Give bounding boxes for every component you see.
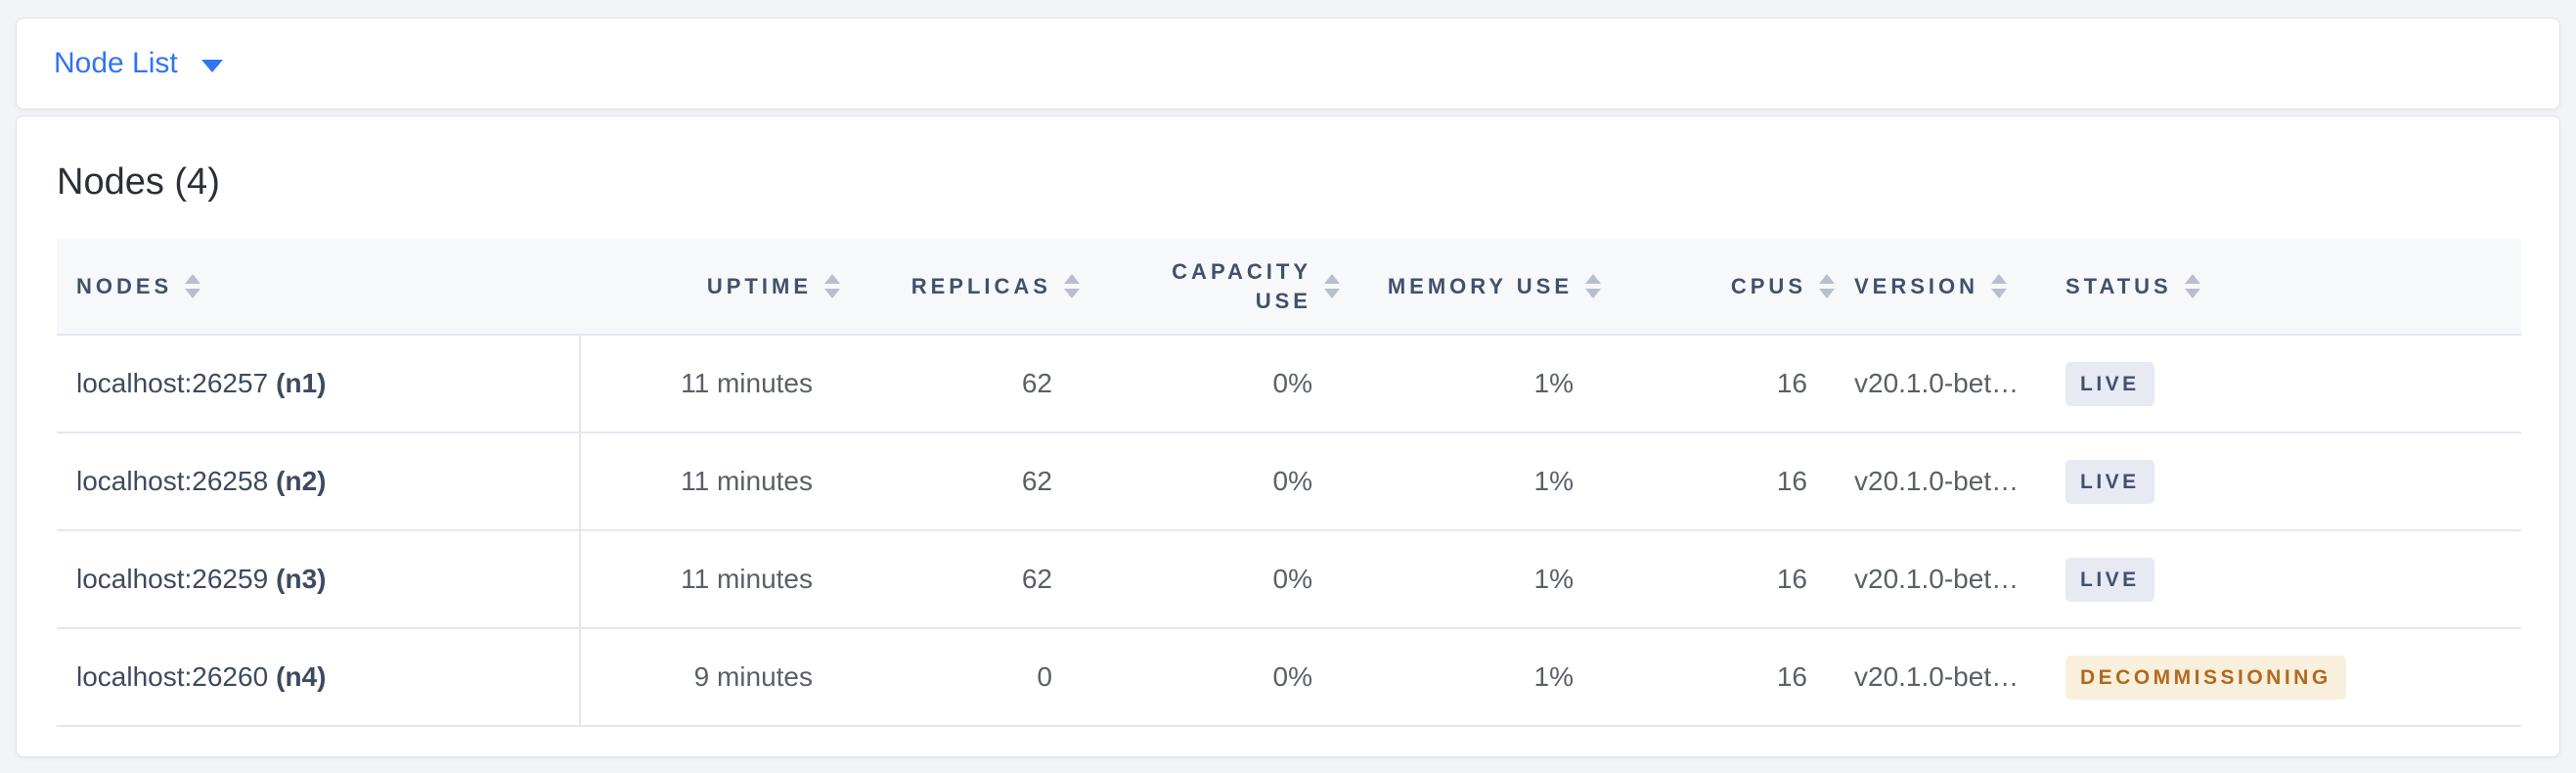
column-header-status[interactable]: STATUS [2046, 239, 2521, 335]
status-badge: LIVE [2065, 459, 2154, 504]
node-address-cell: localhost:26257 (n1) [57, 334, 581, 432]
column-header-cpus[interactable]: CPUS [1601, 239, 1835, 335]
memory-use-cell: 1% [1340, 334, 1601, 432]
sort-icon[interactable] [1585, 274, 1601, 298]
capacity-use-cell: 0% [1080, 529, 1340, 628]
sort-icon[interactable] [1064, 274, 1080, 298]
capacity-use-cell: 0% [1080, 627, 1340, 727]
status-badge: LIVE [2065, 361, 2154, 406]
replicas-cell: 62 [840, 432, 1080, 530]
sort-icon[interactable] [824, 274, 840, 298]
caret-down-icon [200, 60, 223, 72]
version-cell: v20.1.0-bet… [1835, 627, 2046, 727]
node-address: localhost:26259 [76, 564, 269, 594]
table-row: localhost:26259 (n3) 11 minutes 62 0% 1% … [57, 529, 2521, 628]
replicas-cell: 0 [840, 627, 1080, 727]
uptime-cell: 11 minutes [580, 432, 840, 530]
capacity-use-cell: 0% [1080, 334, 1340, 432]
sort-icon[interactable] [185, 274, 201, 298]
memory-use-cell: 1% [1340, 627, 1601, 727]
node-id: (n2) [276, 466, 327, 496]
status-cell: LIVE [2046, 432, 2521, 530]
sort-icon[interactable] [1324, 274, 1340, 298]
view-selector-dropdown[interactable]: Node List [54, 49, 223, 78]
uptime-cell: 11 minutes [580, 529, 840, 628]
table-row: localhost:26260 (n4) 9 minutes 0 0% 1% 16… [57, 627, 2521, 727]
node-address-cell: localhost:26259 (n3) [57, 529, 581, 628]
node-address-cell: localhost:26258 (n2) [57, 432, 581, 530]
sort-icon[interactable] [2184, 274, 2200, 298]
table-header: NODES UPTIME REPLICAS [57, 239, 2521, 335]
nodes-table: NODES UPTIME REPLICAS [57, 239, 2521, 727]
sort-icon[interactable] [1819, 274, 1835, 298]
column-header-version[interactable]: VERSION [1835, 239, 2046, 335]
node-id: (n3) [276, 564, 327, 594]
memory-use-cell: 1% [1340, 432, 1601, 530]
nodes-count-title: Nodes (4) [57, 161, 220, 203]
cpus-cell: 16 [1601, 432, 1835, 530]
node-address-cell: localhost:26260 (n4) [57, 627, 581, 727]
node-id: (n1) [276, 368, 327, 398]
status-cell: LIVE [2046, 529, 2521, 628]
node-address: localhost:26257 [76, 368, 269, 398]
version-cell: v20.1.0-bet… [1835, 334, 2046, 432]
table-row: localhost:26258 (n2) 11 minutes 62 0% 1% … [57, 432, 2521, 530]
sort-icon[interactable] [1991, 274, 2008, 298]
column-header-replicas[interactable]: REPLICAS [840, 239, 1080, 335]
view-selector-label: Node List [54, 47, 178, 79]
nodes-card: Nodes (4) NODES UPTIME [16, 115, 2560, 757]
cpus-cell: 16 [1601, 529, 1835, 628]
cpus-cell: 16 [1601, 627, 1835, 727]
replicas-cell: 62 [840, 529, 1080, 628]
table-row: localhost:26257 (n1) 11 minutes 62 0% 1% … [57, 334, 2521, 432]
column-header-nodes[interactable]: NODES [57, 239, 580, 335]
node-address: localhost:26258 [76, 466, 269, 496]
node-address: localhost:26260 [76, 661, 269, 692]
replicas-cell: 62 [840, 334, 1080, 432]
node-id: (n4) [276, 661, 327, 692]
column-header-uptime[interactable]: UPTIME [580, 239, 840, 335]
status-badge: LIVE [2065, 557, 2154, 602]
capacity-use-cell: 0% [1080, 432, 1340, 530]
view-selector-bar: Node List [16, 18, 2560, 110]
column-header-memory-use[interactable]: MEMORY USE [1340, 239, 1601, 335]
memory-use-cell: 1% [1340, 529, 1601, 628]
cpus-cell: 16 [1601, 334, 1835, 432]
version-cell: v20.1.0-bet… [1835, 432, 2046, 530]
version-cell: v20.1.0-bet… [1835, 529, 2046, 628]
uptime-cell: 11 minutes [580, 334, 840, 432]
status-cell: LIVE [2046, 334, 2521, 432]
status-cell: DECOMMISSIONING [2046, 627, 2521, 727]
status-badge: DECOMMISSIONING [2065, 655, 2346, 700]
uptime-cell: 9 minutes [580, 627, 840, 727]
column-header-capacity-use[interactable]: CAPACITY USE [1080, 239, 1340, 335]
